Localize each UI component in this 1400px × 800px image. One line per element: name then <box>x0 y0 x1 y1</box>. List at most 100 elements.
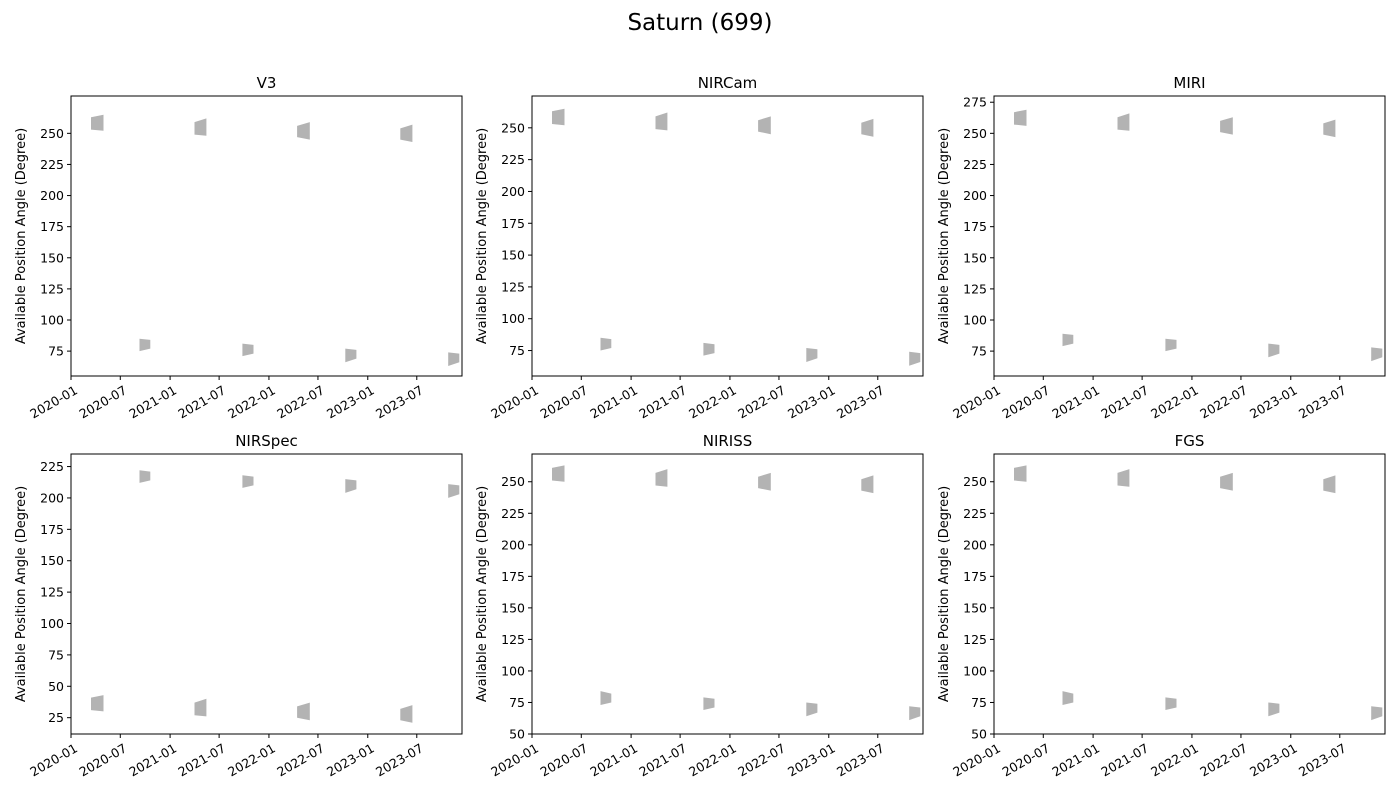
x-tick-label: 2021-01 <box>126 382 179 421</box>
subplot-title: MIRI <box>1173 74 1205 92</box>
subplot-title: FGS <box>1175 432 1205 450</box>
y-tick-label: 150 <box>501 600 525 615</box>
y-tick-label: 150 <box>963 250 987 265</box>
axes-frame <box>70 453 463 735</box>
y-tick-label: 100 <box>501 311 525 326</box>
y-axis-label: Available Position Angle (Degree) <box>475 486 490 702</box>
visibility-window <box>345 479 357 493</box>
y-tick-label: 75 <box>509 343 525 358</box>
visibility-window <box>1220 117 1233 135</box>
visibility-window <box>448 352 460 366</box>
y-tick-label: 125 <box>40 585 64 600</box>
x-tick-label: 2023-01 <box>1247 382 1300 421</box>
visibility-window <box>1323 475 1336 494</box>
y-tick-label: 175 <box>963 219 987 234</box>
subplot-v3: 751001251501752002252502020-012020-07202… <box>14 74 463 422</box>
x-tick-label: 2023-01 <box>324 382 377 421</box>
visibility-window <box>1371 706 1383 721</box>
y-tick-label: 150 <box>501 248 525 263</box>
y-tick-label: 100 <box>40 616 64 631</box>
visibility-window <box>552 108 565 126</box>
y-axis-label: Available Position Angle (Degree) <box>14 128 29 344</box>
y-tick-label: 125 <box>963 281 987 296</box>
y-tick-label: 225 <box>501 506 525 521</box>
x-tick-label: 2020-01 <box>950 382 1003 421</box>
figure-title: Saturn (699) <box>627 10 773 36</box>
visibility-window <box>806 348 818 362</box>
visibility-window <box>758 472 771 491</box>
y-tick-label: 150 <box>40 250 64 265</box>
subplot-title: V3 <box>257 74 277 92</box>
y-tick-label: 175 <box>501 569 525 584</box>
x-tick-label: 2023-07 <box>373 382 426 421</box>
y-tick-label: 75 <box>971 344 987 359</box>
x-tick-label: 2021-01 <box>126 740 179 779</box>
visibility-window <box>194 698 207 717</box>
y-axis-label: Available Position Angle (Degree) <box>937 128 952 344</box>
visibility-window <box>297 122 310 140</box>
y-tick-label: 150 <box>40 553 64 568</box>
x-tick-label: 2022-07 <box>274 740 327 779</box>
visibility-window <box>345 348 357 363</box>
y-tick-label: 200 <box>40 490 64 505</box>
visibility-window <box>1165 697 1177 710</box>
y-tick-label: 100 <box>40 313 64 328</box>
y-tick-label: 150 <box>963 600 987 615</box>
visibility-window <box>600 691 612 705</box>
visibility-window <box>242 475 254 488</box>
y-tick-label: 75 <box>971 695 987 710</box>
subplot-title: NIRSpec <box>235 432 298 450</box>
y-tick-label: 250 <box>501 474 525 489</box>
axes-frame <box>531 95 924 377</box>
y-tick-label: 250 <box>963 474 987 489</box>
x-tick-label: 2023-01 <box>324 740 377 779</box>
visibility-window <box>1165 338 1177 352</box>
y-tick-label: 175 <box>40 219 64 234</box>
visibility-window <box>1062 333 1074 347</box>
y-tick-label: 125 <box>501 279 525 294</box>
subplot-miri: 75 100 125 150 175 200 225 250 275 2020-012020-07… <box>937 74 1386 422</box>
subplot-niriss: 50751001251501752002252502020-012020-072… <box>475 432 924 780</box>
y-tick-label: 100 <box>963 663 987 678</box>
visibility-window <box>297 702 310 721</box>
visibility-window <box>1014 109 1027 126</box>
axes-frame <box>70 95 463 377</box>
y-tick-label: 175 <box>501 216 525 231</box>
y-tick-label: 200 <box>963 188 987 203</box>
x-tick-label: 2020-01 <box>27 382 80 421</box>
y-axis-label: Available Position Angle (Degree) <box>475 128 490 344</box>
y-tick-label: 25 <box>48 710 64 725</box>
x-tick-label: 2021-07 <box>1098 382 1151 421</box>
x-tick-label: 2022-07 <box>735 740 788 779</box>
x-tick-label: 2020-07 <box>1000 740 1053 779</box>
axes-frame <box>531 453 924 735</box>
subplot-nircam: 751001251501752002252502020-012020-07202… <box>475 74 924 422</box>
x-tick-label: 2020-07 <box>1000 382 1053 421</box>
x-tick-label: 2020-01 <box>950 740 1003 779</box>
y-tick-label: 200 <box>963 537 987 552</box>
visibility-window <box>909 351 921 366</box>
visibility-window <box>1117 469 1130 487</box>
y-tick-label: 225 <box>40 157 64 172</box>
subplot-nirspec: 2550751001251501752002252020-012020-0720… <box>14 432 463 780</box>
visibility-window <box>703 342 715 356</box>
y-tick-label: 125 <box>40 281 64 296</box>
visibility-window <box>1268 343 1280 358</box>
x-tick-label: 2021-07 <box>175 740 228 779</box>
y-tick-label: 100 <box>963 313 987 328</box>
visibility-window <box>1323 119 1336 138</box>
visibility-window <box>806 702 818 717</box>
x-tick-label: 2021-01 <box>1049 382 1102 421</box>
subplot-title: NIRISS <box>703 432 753 450</box>
x-tick-label: 2022-07 <box>735 382 788 421</box>
visibility-window <box>400 124 413 142</box>
x-tick-label: 2023-07 <box>1296 382 1349 421</box>
x-tick-label: 2022-07 <box>1197 382 1250 421</box>
visibility-window <box>139 338 151 352</box>
x-tick-label: 2020-01 <box>27 740 80 779</box>
visibility-window <box>242 343 254 357</box>
y-tick-label: 250 <box>963 126 987 141</box>
x-tick-label: 2021-01 <box>1049 740 1102 779</box>
y-axis-label: Available Position Angle (Degree) <box>937 486 952 702</box>
